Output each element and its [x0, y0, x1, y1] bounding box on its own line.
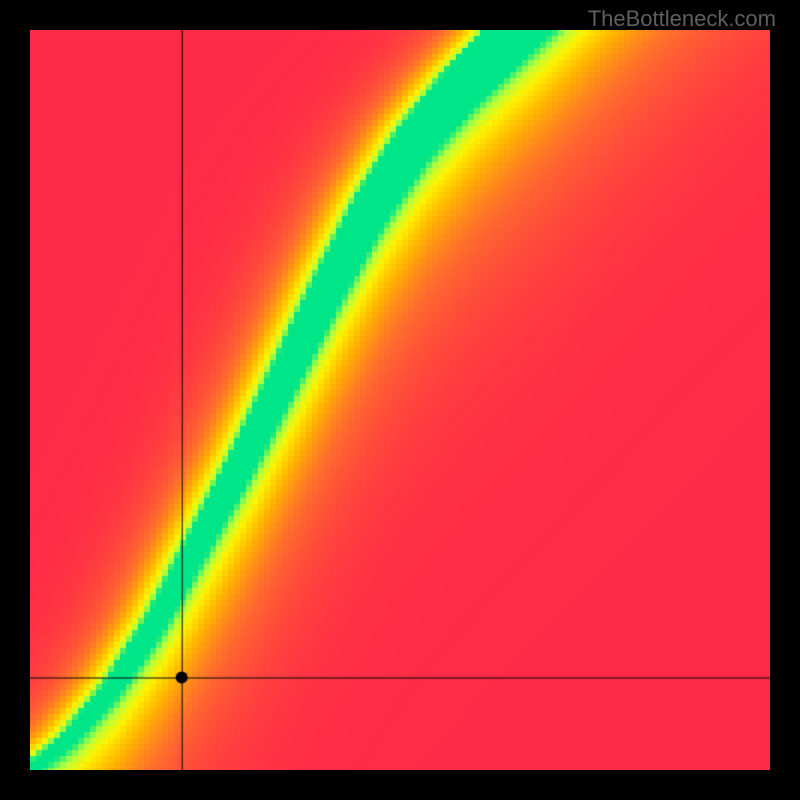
watermark-label: TheBottleneck.com: [588, 6, 776, 32]
chart-container: TheBottleneck.com: [0, 0, 800, 800]
crosshair-overlay: [30, 30, 770, 770]
